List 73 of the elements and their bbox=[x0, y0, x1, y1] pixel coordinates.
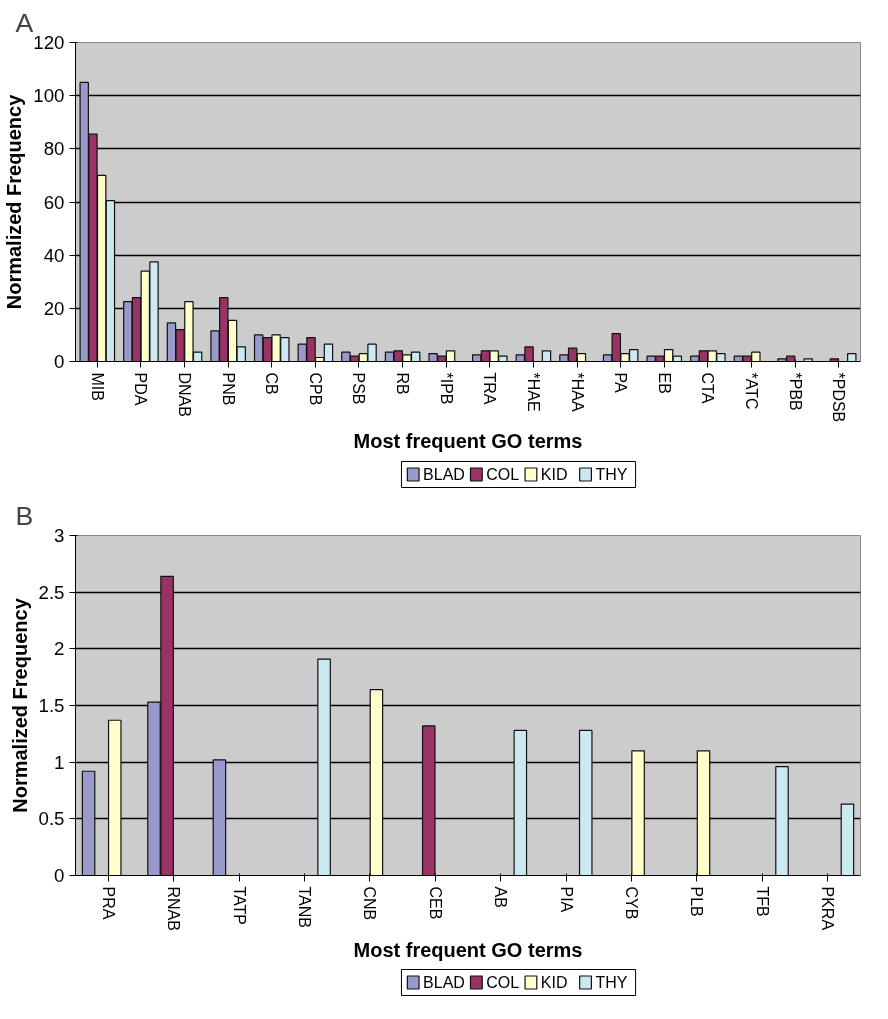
bar bbox=[803, 358, 813, 362]
y-tick-label: 20 bbox=[43, 297, 65, 319]
legend-label: KID bbox=[540, 466, 568, 483]
x-tick-label: CPB bbox=[306, 372, 324, 406]
x-tick-label: CYB bbox=[623, 886, 641, 920]
x-tick-label: TANB bbox=[295, 886, 313, 928]
y-tick-label: 2.5 bbox=[38, 581, 65, 603]
x-axis-title: Most frequent GO terms bbox=[353, 938, 583, 961]
x-tick-label: *PBB bbox=[786, 372, 804, 411]
x-tick-label: CB bbox=[263, 372, 281, 395]
x-tick-label: TATP bbox=[230, 886, 248, 926]
x-tick-label: *ATC bbox=[742, 372, 760, 410]
bar bbox=[696, 750, 711, 876]
x-tick-label: PIA bbox=[557, 886, 575, 913]
x-tick-label: PDA bbox=[132, 372, 150, 406]
x-tick-label: PA bbox=[612, 372, 630, 393]
bar bbox=[631, 750, 645, 876]
legend-label: THY bbox=[595, 974, 628, 991]
x-tick-label: PKRA bbox=[819, 886, 837, 931]
legend-label: COL bbox=[486, 974, 520, 991]
x-tick-label: CTA bbox=[699, 372, 717, 404]
x-tick-label: CNB bbox=[361, 886, 379, 921]
legend-label: COL bbox=[486, 466, 520, 483]
x-tick-label: TFB bbox=[753, 886, 771, 917]
legend-label: BLAD bbox=[423, 466, 465, 483]
legend-label: BLAD bbox=[423, 974, 465, 991]
bar bbox=[421, 725, 436, 876]
x-axis-title: Most frequent GO terms bbox=[353, 430, 583, 453]
y-tick-label: 100 bbox=[33, 85, 65, 107]
x-tick-label: *HAA bbox=[568, 372, 586, 412]
y-axis-title: Normalized Frequency bbox=[3, 93, 26, 310]
x-tick-label: EB bbox=[655, 372, 673, 394]
bar bbox=[513, 729, 528, 876]
bar bbox=[212, 759, 227, 876]
bar bbox=[81, 770, 96, 876]
x-tick-label: PRA bbox=[99, 886, 117, 920]
y-tick-label: 0 bbox=[54, 865, 65, 886]
x-tick-label: RB bbox=[394, 372, 412, 395]
x-tick-label: PNB bbox=[219, 372, 237, 406]
y-tick-label: 1.5 bbox=[38, 695, 65, 716]
bar bbox=[775, 766, 789, 876]
bar bbox=[847, 352, 857, 362]
y-tick-label: 40 bbox=[43, 244, 65, 266]
y-tick-label: 80 bbox=[43, 138, 65, 160]
bar bbox=[317, 658, 331, 876]
y-tick-label: 0 bbox=[54, 351, 65, 372]
x-tick-label: PLB bbox=[688, 886, 706, 917]
legend-label: KID bbox=[540, 974, 568, 991]
text: B bbox=[15, 500, 34, 531]
y-tick-label: 3 bbox=[54, 525, 65, 546]
y-tick-label: 60 bbox=[43, 191, 65, 213]
x-tick-label: PSB bbox=[350, 372, 368, 405]
x-tick-label: AB bbox=[492, 886, 510, 908]
bar bbox=[107, 719, 122, 876]
x-tick-label: *PDSB bbox=[830, 372, 848, 423]
x-tick-label: CEB bbox=[426, 886, 444, 920]
legend-label: THY bbox=[595, 466, 628, 483]
x-tick-label: *HAE bbox=[524, 372, 542, 412]
y-axis-title: Normalized Frequency bbox=[8, 597, 31, 813]
x-tick-label: *IPB bbox=[437, 372, 455, 405]
x-tick-label: RNAB bbox=[165, 886, 183, 931]
x-tick-label: MIB bbox=[88, 372, 106, 401]
bar bbox=[840, 803, 855, 876]
y-tick-label: 2 bbox=[54, 638, 65, 660]
x-tick-label: DNAB bbox=[176, 372, 194, 417]
x-tick-label: TRA bbox=[481, 372, 499, 405]
bar bbox=[541, 350, 552, 362]
bar bbox=[369, 689, 384, 876]
bar bbox=[578, 729, 593, 876]
y-tick-label: 1 bbox=[54, 751, 65, 773]
y-tick-label: 0.5 bbox=[38, 808, 65, 830]
y-tick-label: 120 bbox=[33, 32, 65, 53]
text: A bbox=[15, 7, 34, 38]
